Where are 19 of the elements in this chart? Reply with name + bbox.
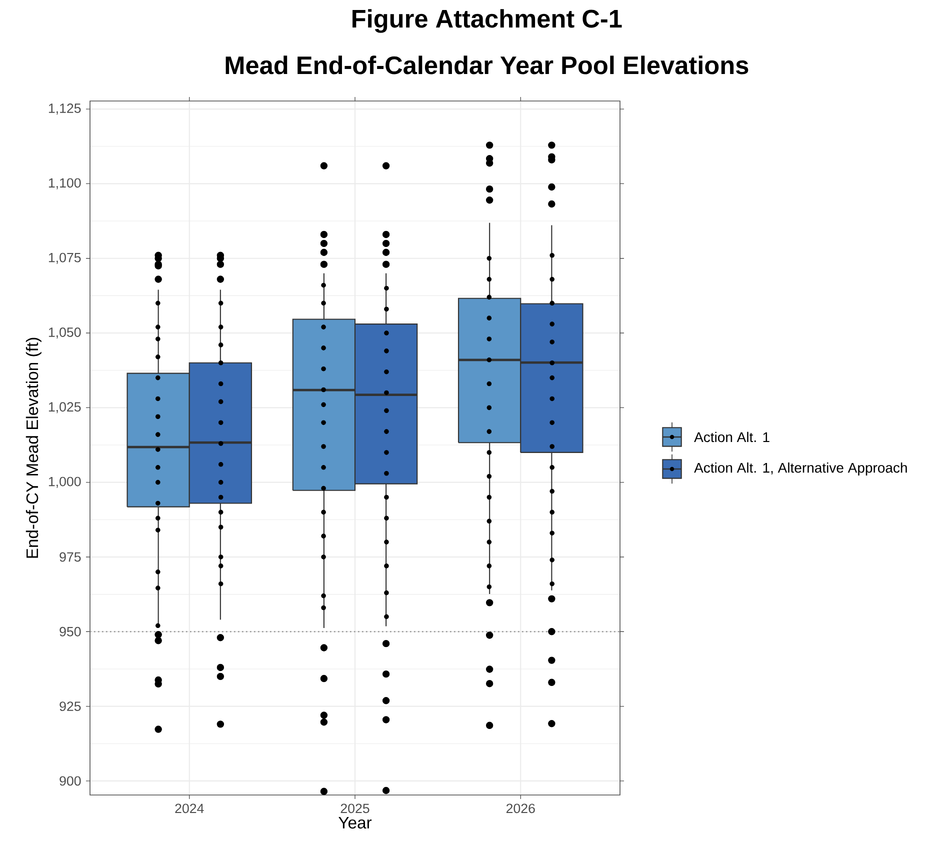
y-tick-label: 900 [60,776,81,786]
legend-label: Action Alt. 1, Alternative Approach [694,462,907,476]
x-axis-title: Year [338,816,372,829]
y-tick-label: 1,000 [48,476,81,488]
y-tick-label: 1,050 [48,328,81,339]
x-tick-label: 2026 [506,804,535,814]
y-tick-label: 1,025 [48,402,81,414]
y-tick-label: 1,100 [48,178,81,190]
chart-subtitle: Mead End-of-Calendar Year Pool Elevations [226,56,748,74]
x-tick-label: 2025 [340,804,370,814]
legend-label: Action Alt. 1 [694,432,770,442]
x-tick-label: 2024 [175,804,204,814]
y-tick-label: 1,075 [48,252,81,264]
chart-title: Figure Attachment C-1 [352,9,622,33]
y-tick-label: 925 [60,702,81,712]
y-tick-label: 975 [60,552,81,562]
y-tick-label: 950 [60,626,81,636]
y-axis-title: End-of-CY Mead Elevation (ft) [26,338,42,558]
y-tick-label: 1,125 [48,104,81,115]
